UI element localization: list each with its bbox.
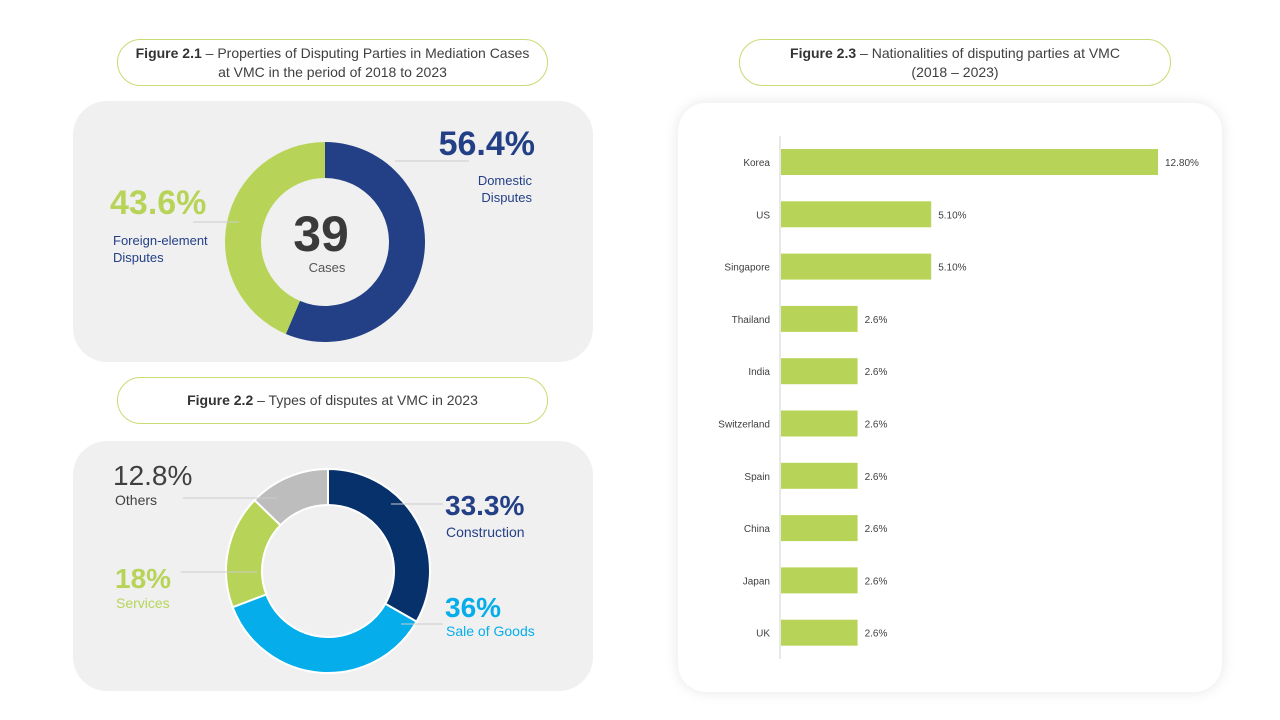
bar-category-label: India: [748, 367, 770, 378]
bar-korea: [781, 149, 1158, 175]
bar-category-label: US: [756, 210, 770, 221]
figure-2-1-caption-line2: at VMC in the period of 2018 to 2023: [218, 63, 447, 80]
figure-2-1-chart: 39 Cases 56.4% Domestic Disputes 43.6% F…: [110, 125, 535, 342]
domestic-label-2: Disputes: [481, 190, 532, 205]
others-label: Others: [115, 492, 157, 508]
bar-category-label: Singapore: [724, 263, 770, 274]
construction-pct: 33.3%: [445, 490, 524, 521]
center-label: Cases: [309, 260, 346, 275]
bar-switzerland: [781, 410, 858, 437]
bar-category-label: Korea: [743, 158, 770, 169]
bar-china: [781, 515, 858, 542]
figure-2-2-caption: Figure 2.2 – Types of disputes at VMC in…: [117, 377, 548, 424]
figure-2-2-caption-bold: Figure 2.2: [187, 392, 254, 408]
slice-sale-of-goods: [231, 593, 418, 674]
foreign-label-2: Disputes: [113, 250, 164, 265]
bar-value-label: 12.80%: [1165, 158, 1199, 169]
bar-uk: [781, 619, 858, 646]
bar-us: [781, 201, 932, 228]
figure-2-3-caption-bold: Figure 2.3: [790, 44, 857, 61]
figure-2-3-caption-line2: (2018 – 2023): [911, 63, 999, 80]
figure-2-1-caption-bold: Figure 2.1: [135, 44, 202, 61]
domestic-label-1: Domestic: [478, 173, 533, 188]
bar-category-label: China: [744, 524, 771, 535]
bar-thailand: [781, 305, 858, 332]
bar-category-label: Switzerland: [718, 420, 770, 431]
bar-value-label: 5.10%: [938, 210, 966, 221]
bar-value-label: 2.6%: [865, 472, 888, 483]
figure-2-3-caption-line1: – Nationalities of disputing parties at …: [856, 44, 1120, 61]
bar-value-label: 2.6%: [865, 367, 888, 378]
bar-category-label: UK: [756, 629, 770, 640]
domestic-pct: 56.4%: [439, 125, 535, 163]
bar-category-label: Spain: [744, 472, 770, 483]
bar-category-label: Thailand: [732, 315, 770, 326]
others-pct: 12.8%: [113, 460, 192, 491]
slice-construction: [327, 467, 431, 623]
foreign-pct: 43.6%: [110, 184, 206, 222]
sale-label: Sale of Goods: [446, 623, 535, 639]
sale-pct: 36%: [445, 592, 501, 623]
bar-value-label: 2.6%: [865, 576, 888, 587]
slice-foreign-element-disputes: [225, 142, 325, 335]
figure-2-3-caption: Figure 2.3 – Nationalities of disputing …: [739, 39, 1171, 86]
bar-value-label: 2.6%: [865, 629, 888, 640]
figure-2-2-chart: 12.8% Others 18% Services 33.3% Construc…: [113, 460, 535, 674]
bar-category-label: Japan: [743, 576, 770, 587]
center-value: 39: [293, 206, 349, 262]
figure-2-1-caption-line1: – Properties of Disputing Parties in Med…: [201, 44, 530, 61]
foreign-label-1: Foreign-element: [113, 233, 208, 248]
services-label: Services: [116, 595, 170, 611]
bar-japan: [781, 567, 858, 594]
bar-value-label: 2.6%: [865, 315, 888, 326]
figure-2-2-caption-rest: – Types of disputes at VMC in 2023: [253, 392, 478, 408]
slice-domestic-disputes: [285, 142, 426, 342]
figure-2-3-chart: Korea 12.80% US 5.10% Singapore 5.10% Thailand…: [718, 136, 1199, 659]
services-pct: 18%: [115, 563, 171, 594]
bar-value-label: 2.6%: [865, 420, 888, 431]
bar-value-label: 5.10%: [938, 263, 966, 274]
figure-2-1-caption: Figure 2.1 – Properties of Disputing Par…: [117, 39, 548, 86]
slice-others: [253, 467, 329, 527]
bar-spain: [781, 462, 858, 489]
bar-value-label: 2.6%: [865, 524, 888, 535]
figure-2-3-card: [678, 103, 1222, 692]
bar-singapore: [781, 253, 932, 280]
construction-label: Construction: [446, 524, 525, 540]
bar-india: [781, 358, 858, 385]
